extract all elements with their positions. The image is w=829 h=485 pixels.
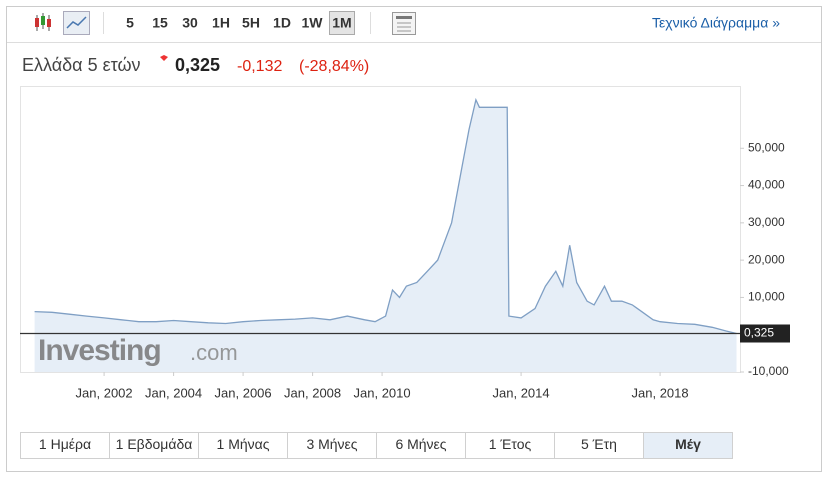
range-tab[interactable]: 1 Εβδομάδα	[116, 436, 193, 452]
range-tab[interactable]: 5 Έτη	[581, 436, 617, 452]
change-percent: (-28,84%)	[299, 58, 369, 75]
interval-button[interactable]: 5H	[242, 15, 260, 31]
interval-active	[329, 11, 355, 35]
y-tick-label: 20,000	[748, 252, 785, 266]
range-tab-box	[376, 432, 466, 459]
y-tick-label: -10,000	[748, 364, 789, 378]
interval-button[interactable]: 5	[126, 15, 134, 31]
down-marker	[160, 55, 168, 61]
watermark: Investing .com	[38, 334, 238, 367]
y-tick-label: 30,000	[748, 215, 785, 229]
price: 0,325	[175, 55, 220, 75]
range-tab-box	[20, 432, 110, 459]
range-tab-box	[643, 432, 733, 459]
candle-icon[interactable]	[35, 13, 51, 31]
interval-button[interactable]: 1M	[332, 15, 351, 31]
range-tab-box	[198, 432, 288, 459]
instrument-name: Ελλάδα 5 ετών	[22, 55, 141, 75]
technical-chart-link[interactable]: Τεχνικό Διάγραμμα »	[652, 15, 780, 31]
x-tick-label: Jan, 2014	[493, 385, 550, 400]
y-tick-label: 40,000	[748, 178, 785, 192]
x-tick-label: Jan, 2002	[76, 385, 133, 400]
y-tick-label: 10,000	[748, 290, 785, 304]
area	[34, 99, 737, 373]
last-value-badge	[740, 324, 790, 343]
interval-button[interactable]: 1W	[302, 15, 324, 31]
range-tab[interactable]: 1 Έτος	[489, 436, 532, 452]
range-tab[interactable]: 6 Μήνες	[395, 436, 446, 452]
x-tick-label: Jan, 2008	[284, 385, 341, 400]
interval-button[interactable]: 1H	[212, 15, 230, 31]
interval-button[interactable]: 1D	[273, 15, 291, 31]
range-tab[interactable]: 1 Μήνας	[217, 436, 270, 452]
range-tab[interactable]: 3 Μήνες	[306, 436, 357, 452]
range-tab-box	[465, 432, 555, 459]
settings-icon[interactable]	[392, 12, 416, 35]
watermark-brand: Investing	[38, 334, 161, 367]
last-value-label: 0,325	[744, 326, 774, 340]
x-tick-label: Jan, 2006	[215, 385, 272, 400]
range-tab[interactable]: 1 Ημέρα	[39, 436, 91, 452]
watermark-suffix: .com	[190, 340, 238, 365]
range-tab[interactable]: Μέγ	[675, 436, 701, 452]
x-tick-label: Jan, 2010	[354, 385, 411, 400]
x-tick-label: Jan, 2004	[145, 385, 202, 400]
line-icon[interactable]	[63, 11, 90, 35]
interval-button[interactable]: 30	[182, 15, 198, 31]
line	[34, 97, 737, 335]
x-tick-label: Jan, 2018	[632, 385, 689, 400]
interval-button[interactable]: 15	[152, 15, 168, 31]
y-tick-label: 50,000	[748, 140, 785, 154]
change: -0,132	[237, 58, 282, 75]
